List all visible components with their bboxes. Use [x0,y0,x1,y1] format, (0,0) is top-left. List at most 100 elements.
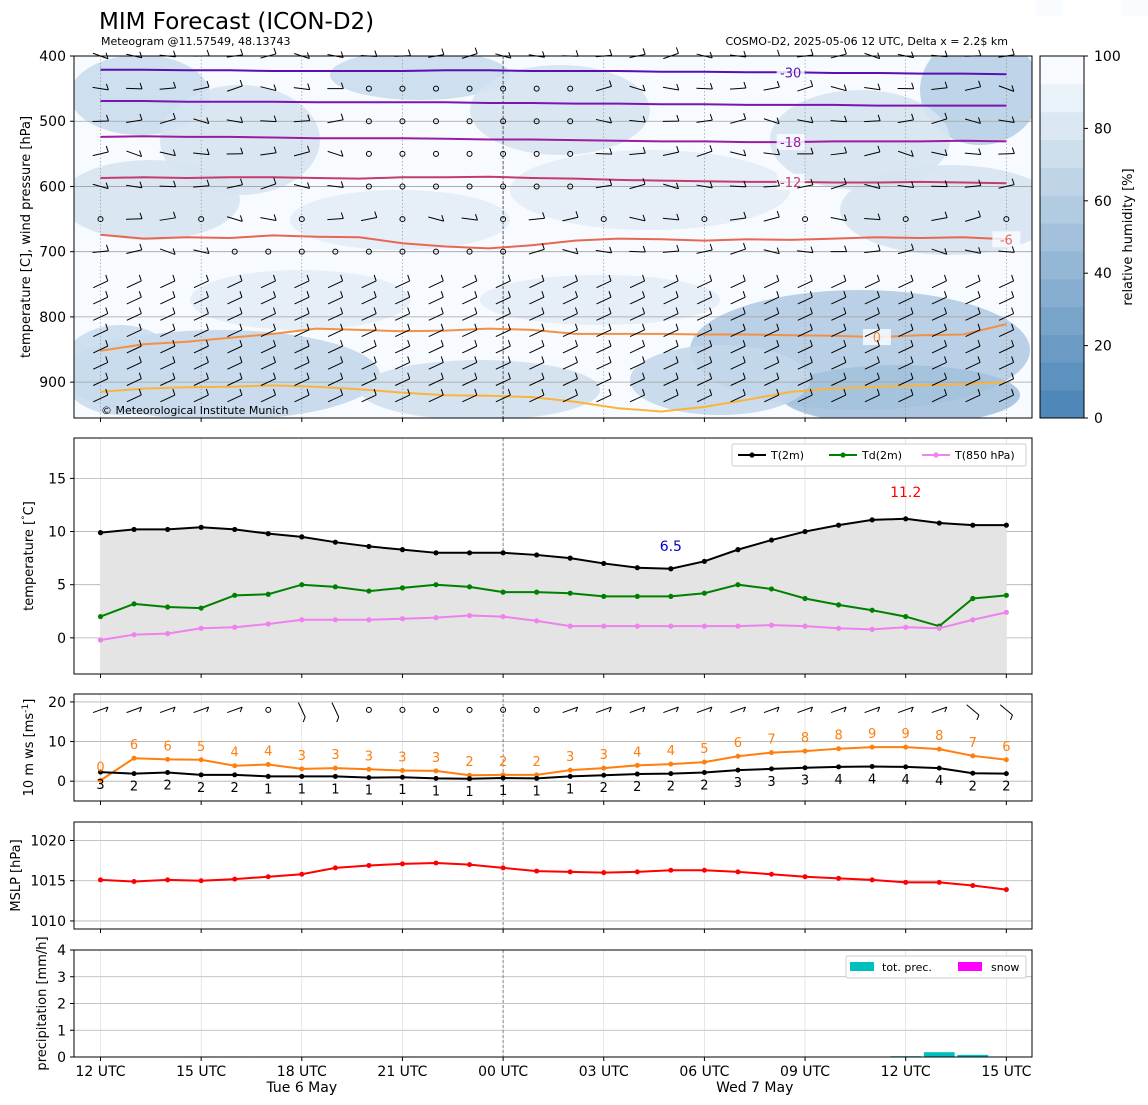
wind-barb-flag [944,291,947,298]
speed-label: 2 [600,781,608,796]
wind-barb [898,329,914,338]
wind-barb [193,378,209,386]
wind-series-point [970,753,976,759]
wind-barb [797,361,813,370]
series-point [198,524,204,530]
wind-barb-flag [574,356,578,363]
wind-barb [629,183,646,190]
profile-ytick-label: 600 [39,179,66,195]
wind-barb-flag [977,356,981,363]
wind-barb-flag [474,214,478,221]
wind-barb [897,119,914,124]
wind-barb [898,706,914,714]
series-point [634,593,640,599]
wind-barb [462,329,478,338]
wind-barb [462,280,478,289]
wind-barb [998,85,1015,92]
wind-barb-calm [399,248,406,255]
series-point [165,604,171,610]
profile-frame [73,55,1033,419]
gust-label: 6 [130,738,138,753]
wind-barb-flag [239,274,243,282]
colorbar-band [1040,334,1084,363]
wind-barb-flag [809,307,813,314]
wind-barb [864,87,881,91]
series-point [332,617,338,623]
speed-label: 1 [398,783,406,798]
wind-barb [931,118,948,125]
isotherm-label: -24 [1039,0,1060,4]
speed-label: 4 [868,773,876,788]
wind-barb [193,361,209,370]
wind-barb [495,313,511,321]
wind-barb [629,280,645,289]
wind-barb-calm [265,248,272,255]
mslp-point [903,879,909,885]
wind-barb-flag [340,150,344,157]
gust-label: 5 [197,740,205,755]
series-point [433,582,439,588]
legend-entry: T(850 hPa) [954,449,1015,462]
wind-barb [428,345,444,354]
wind-barb-calm [466,183,473,190]
series-point [802,623,808,629]
wind-barb-flag [675,356,679,363]
wind-barb [595,249,612,254]
wind-barb-flag [541,372,545,379]
colorbar-band [1040,390,1084,419]
x-tick-label: 00 UTC [478,1064,528,1080]
temp-frame [73,437,1033,675]
mslp-frame [73,821,1033,930]
wind-barb-flag [809,274,813,282]
wind-barb-flag [541,356,545,363]
wind-barb [629,706,645,714]
legend-box [731,443,1027,467]
wind-barb [764,394,779,403]
legend-swatch-dot [749,452,755,458]
mslp-point [869,877,875,883]
wind-barb-calm [365,150,372,157]
wind-barb [696,345,712,354]
wind-barb-calm [399,118,406,125]
wind-barb-flag [105,182,109,189]
wind-barb-flag [574,274,578,282]
wind-barb [931,361,947,370]
wind-barb-flag [407,291,411,298]
colorbar-band [1040,362,1084,391]
wind-barb-flag [978,49,982,56]
wind-barb-flag [302,716,306,723]
isotherm-label: -18 [780,136,801,151]
wind-barb-flag [440,356,444,363]
wind-barb [998,119,1015,123]
wind-barb-flag [709,51,713,59]
wind-barb [931,329,947,338]
wind-barb [696,184,713,189]
wind-barb-calm [1003,216,1010,223]
wind-barb [730,378,746,386]
wind-barb-flag [306,291,310,298]
wind-barb-flag [340,212,344,219]
wind-barb-flag [138,388,142,396]
wind-barb [663,361,679,370]
wind-barb [327,280,343,289]
wind-barb-flag [340,339,344,347]
wind-barb-flag [675,388,679,396]
wind-barb-flag [743,180,747,188]
legend-entry: T(2m) [770,449,804,462]
wind-barb-calm [399,85,406,92]
wind-barb-flag [843,372,847,379]
mslp-point [467,862,473,868]
wind-barb [998,280,1014,289]
wind-barb [864,329,880,338]
wind-barb [227,394,243,403]
wind-barb [260,217,277,221]
wind-series-point [467,772,473,778]
wind-barb-flag [306,388,310,396]
wind-barb-flag [642,84,646,92]
wind-series-point [970,770,976,776]
wind-barb-flag [138,339,142,347]
wind-barb-flag [205,291,209,298]
wind-series-point [98,777,103,783]
wind-series-point [399,774,405,780]
wind-barb-flag [810,147,814,154]
